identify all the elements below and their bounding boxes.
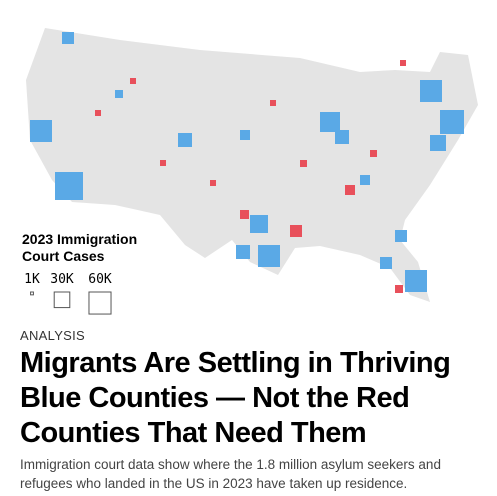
county-squares bbox=[30, 32, 464, 293]
dek: Immigration court data show where the 1.… bbox=[20, 457, 441, 491]
map: 2023 Immigration Court Cases 1K 30K 60K bbox=[22, 28, 478, 315]
legend-title-line: 2023 Immigration Court Cases bbox=[22, 231, 137, 264]
legend-label: 60K bbox=[88, 272, 112, 287]
legend-square bbox=[53, 291, 71, 309]
headline: Migrants Are Settling in Thriving Blue C… bbox=[20, 347, 451, 449]
kicker: ANALYSIS bbox=[20, 328, 86, 343]
legend-label: 30K bbox=[50, 272, 74, 287]
legend-square bbox=[30, 291, 34, 296]
legend-square bbox=[88, 291, 112, 315]
us-outline bbox=[26, 28, 478, 302]
legend-label: 1K bbox=[24, 272, 40, 287]
